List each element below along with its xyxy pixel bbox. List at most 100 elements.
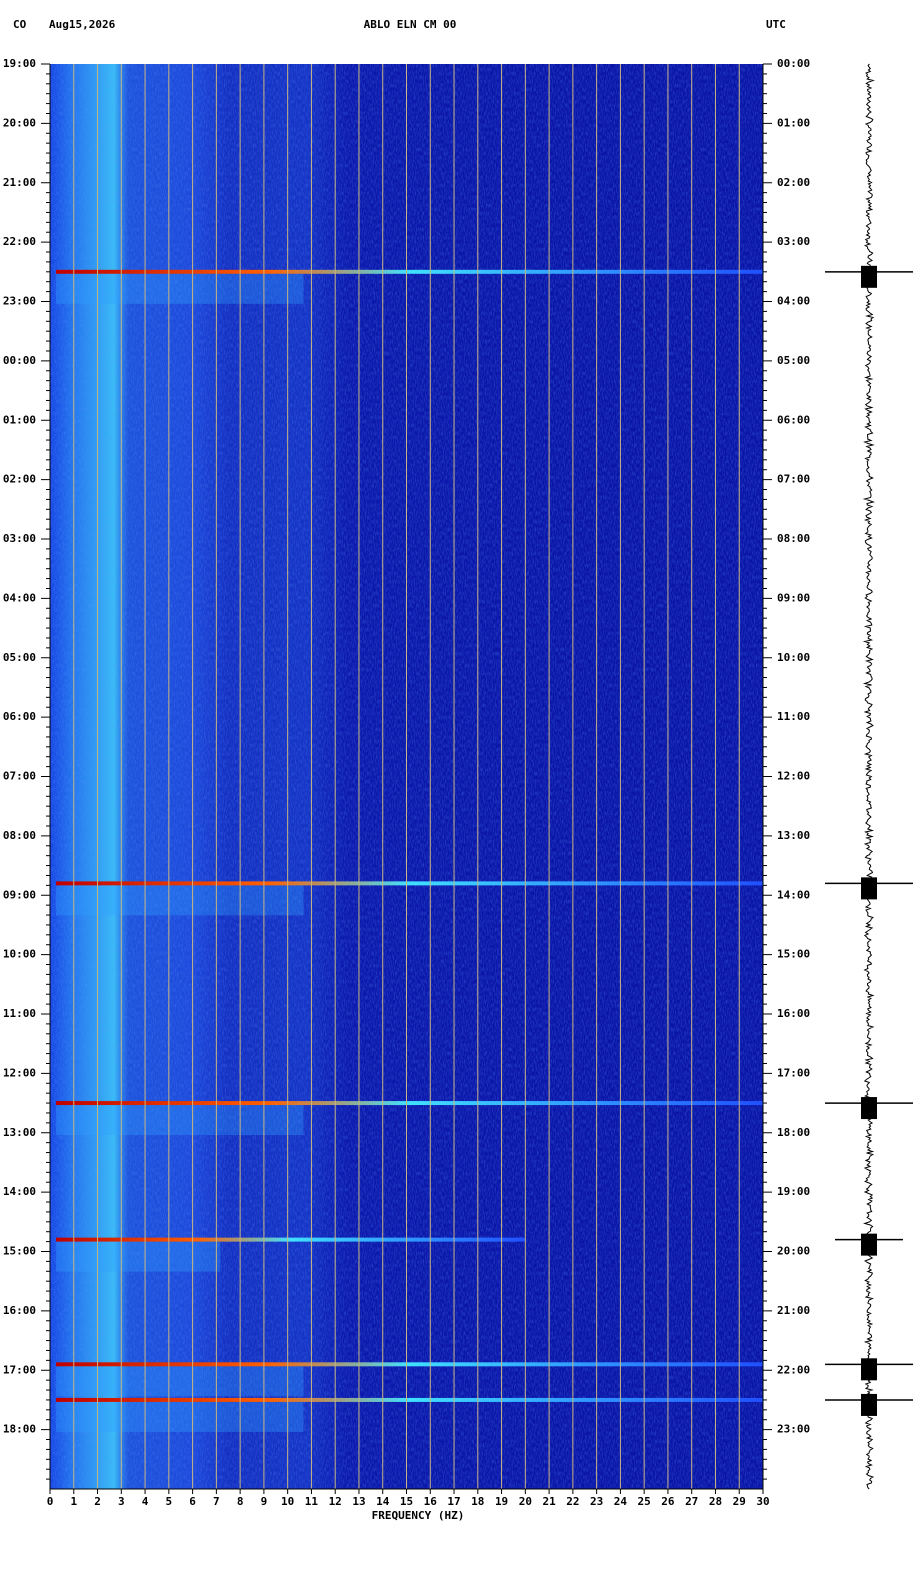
x-tick-label: 7 bbox=[213, 1495, 220, 1508]
x-tick-label: 16 bbox=[424, 1495, 438, 1508]
y-tick-label: 05:00 bbox=[3, 651, 36, 664]
y2-tick-label: 21:00 bbox=[777, 1304, 810, 1317]
y-tick-label: 00:00 bbox=[3, 354, 36, 367]
x-tick-label: 17 bbox=[447, 1495, 460, 1508]
event-streak bbox=[56, 1362, 763, 1367]
x-tick-label: 9 bbox=[261, 1495, 268, 1508]
y-tick-label: 07:00 bbox=[3, 770, 36, 783]
x-tick-label: 30 bbox=[756, 1495, 769, 1508]
x-tick-label: 6 bbox=[189, 1495, 196, 1508]
y-tick-label: 22:00 bbox=[3, 235, 36, 248]
x-tick-label: 0 bbox=[47, 1495, 54, 1508]
x-tick-label: 13 bbox=[352, 1495, 365, 1508]
seismogram-burst bbox=[861, 1393, 877, 1416]
event-streak bbox=[56, 881, 763, 886]
event-halo bbox=[56, 273, 304, 304]
y-tick-label: 20:00 bbox=[3, 116, 36, 129]
y-tick-label: 17:00 bbox=[3, 1363, 36, 1376]
x-tick-label: 28 bbox=[709, 1495, 722, 1508]
y2-tick-label: 02:00 bbox=[777, 176, 810, 189]
event-streak bbox=[56, 269, 763, 274]
event-streak bbox=[56, 1397, 763, 1402]
x-tick-label: 15 bbox=[400, 1495, 413, 1508]
x-tick-label: 14 bbox=[376, 1495, 390, 1508]
seismogram-burst bbox=[861, 1233, 877, 1256]
seismogram-burst bbox=[861, 265, 877, 288]
y2-tick-label: 12:00 bbox=[777, 770, 810, 783]
y2-tick-label: 04:00 bbox=[777, 295, 810, 308]
y2-tick-label: 15:00 bbox=[777, 948, 810, 961]
y2-tick-label: 17:00 bbox=[777, 1066, 810, 1079]
y-tick-label: 11:00 bbox=[3, 1007, 36, 1020]
x-tick-label: 24 bbox=[614, 1495, 628, 1508]
x-tick-label: 4 bbox=[142, 1495, 149, 1508]
y-tick-label: 04:00 bbox=[3, 591, 36, 604]
y-tick-label: 16:00 bbox=[3, 1304, 36, 1317]
x-tick-label: 21 bbox=[542, 1495, 556, 1508]
x-tick-label: 3 bbox=[118, 1495, 125, 1508]
y2-tick-label: 16:00 bbox=[777, 1007, 810, 1020]
y2-tick-label: 06:00 bbox=[777, 413, 810, 426]
y2-tick-label: 00:00 bbox=[777, 57, 810, 70]
event-halo bbox=[56, 885, 304, 916]
y-tick-label: 08:00 bbox=[3, 829, 36, 842]
x-tick-label: 20 bbox=[519, 1495, 532, 1508]
x-tick-label: 11 bbox=[305, 1495, 319, 1508]
y-tick-label: 15:00 bbox=[3, 1245, 36, 1258]
y2-tick-label: 07:00 bbox=[777, 473, 810, 486]
y2-tick-label: 01:00 bbox=[777, 116, 810, 129]
y-tick-label: 09:00 bbox=[3, 888, 36, 901]
date: Aug15,2026 bbox=[49, 18, 116, 31]
y-tick-label: 10:00 bbox=[3, 948, 36, 961]
y2-tick-label: 22:00 bbox=[777, 1363, 810, 1376]
x-tick-label: 27 bbox=[685, 1495, 698, 1508]
event-halo bbox=[56, 1401, 304, 1432]
y2-tick-label: 19:00 bbox=[777, 1185, 810, 1198]
y-tick-label: 14:00 bbox=[3, 1185, 36, 1198]
x-tick-label: 8 bbox=[237, 1495, 244, 1508]
network: CO bbox=[13, 18, 27, 31]
x-tick-label: 2 bbox=[94, 1495, 101, 1508]
y2-tick-label: 18:00 bbox=[777, 1126, 810, 1139]
x-tick-label: 26 bbox=[661, 1495, 675, 1508]
y2-tick-label: 08:00 bbox=[777, 532, 810, 545]
x-tick-label: 5 bbox=[166, 1495, 173, 1508]
event-streak bbox=[56, 1101, 763, 1106]
y-tick-label: 18:00 bbox=[3, 1423, 36, 1436]
event-streak bbox=[56, 1237, 526, 1242]
y2-tick-label: 09:00 bbox=[777, 591, 810, 604]
seismogram-burst bbox=[861, 1358, 877, 1381]
y-tick-label: 01:00 bbox=[3, 413, 36, 426]
y-tick-label: 02:00 bbox=[3, 473, 36, 486]
y2-tick-label: 13:00 bbox=[777, 829, 810, 842]
y-tick-label: 12:00 bbox=[3, 1066, 36, 1079]
x-tick-label: 18 bbox=[471, 1495, 484, 1508]
x-tick-label: 22 bbox=[566, 1495, 579, 1508]
x-tick-label: 19 bbox=[495, 1495, 508, 1508]
x-tick-label: 23 bbox=[590, 1495, 603, 1508]
x-tick-label: 29 bbox=[733, 1495, 746, 1508]
x-tick-label: 12 bbox=[329, 1495, 342, 1508]
seismogram-burst bbox=[861, 1097, 877, 1120]
y2-tick-label: 14:00 bbox=[777, 888, 810, 901]
y-tick-label: 23:00 bbox=[3, 295, 36, 308]
y2-tick-label: 05:00 bbox=[777, 354, 810, 367]
y2-tick-label: 20:00 bbox=[777, 1245, 810, 1258]
y-tick-label: 19:00 bbox=[3, 57, 36, 70]
y2-tick-label: 11:00 bbox=[777, 710, 810, 723]
y2-tick-label: 23:00 bbox=[777, 1423, 810, 1436]
timezone: UTC bbox=[766, 18, 786, 31]
x-tick-label: 10 bbox=[281, 1495, 294, 1508]
y-tick-label: 06:00 bbox=[3, 710, 36, 723]
y-tick-label: 21:00 bbox=[3, 176, 36, 189]
y-tick-label: 03:00 bbox=[3, 532, 36, 545]
y2-tick-label: 10:00 bbox=[777, 651, 810, 664]
y2-tick-label: 03:00 bbox=[777, 235, 810, 248]
event-halo bbox=[56, 1241, 221, 1272]
event-halo bbox=[56, 1366, 304, 1397]
x-tick-label: 25 bbox=[638, 1495, 651, 1508]
y-tick-label: 13:00 bbox=[3, 1126, 36, 1139]
x-tick-label: 1 bbox=[70, 1495, 77, 1508]
